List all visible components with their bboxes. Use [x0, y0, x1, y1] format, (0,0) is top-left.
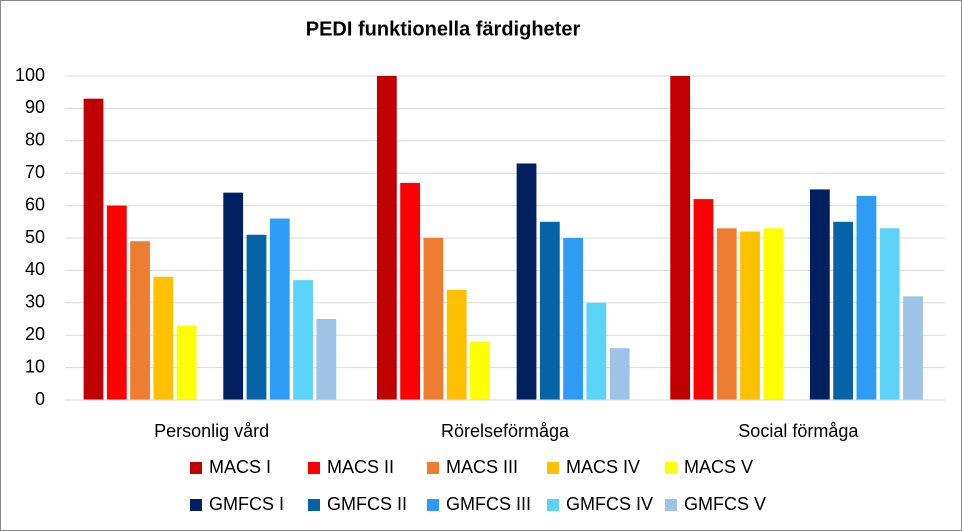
legend-swatch: [665, 462, 677, 474]
y-tick-label: 50: [25, 227, 45, 247]
bar: [833, 221, 854, 400]
bar: [693, 199, 714, 400]
y-tick-label: 20: [25, 324, 45, 344]
bar: [446, 289, 467, 400]
legend-label: MACS III: [446, 457, 518, 477]
x-tick-label: Rörelseförmåga: [441, 421, 570, 441]
legend-label: GMFCS II: [327, 494, 407, 514]
bar: [293, 280, 313, 400]
bar: [423, 238, 444, 400]
legend-label: GMFCS IV: [566, 494, 653, 514]
legend-swatch: [308, 499, 320, 511]
legend-swatch: [427, 499, 439, 511]
bar: [763, 228, 784, 400]
y-tick-label: 60: [25, 194, 45, 214]
bar: [130, 241, 150, 400]
bar: [246, 234, 267, 400]
bar: [716, 228, 737, 400]
bar: [376, 76, 397, 400]
legend-swatch: [665, 499, 677, 511]
bar: [176, 325, 197, 400]
bar: [223, 192, 244, 400]
bar: [609, 348, 630, 400]
bar: [879, 228, 900, 400]
legend-swatch: [190, 462, 202, 474]
y-tick-label: 100: [15, 65, 45, 85]
y-tick-label: 90: [25, 97, 45, 117]
bar: [83, 98, 104, 401]
y-tick-label: 10: [25, 356, 45, 376]
bar: [470, 341, 490, 400]
legend-swatch: [547, 462, 559, 474]
legend-label: MACS IV: [566, 457, 640, 477]
legend-label: GMFCS III: [446, 494, 531, 514]
y-tick-label: 70: [25, 162, 45, 182]
bar: [563, 238, 583, 400]
bar: [316, 319, 337, 400]
legend-swatch: [308, 462, 320, 474]
legend-label: GMFCS I: [209, 494, 284, 514]
bar: [539, 221, 560, 400]
x-tick-label: Social förmåga: [738, 421, 859, 441]
chart-title: PEDI funktionella färdigheter: [306, 18, 581, 40]
bar: [809, 189, 830, 400]
bar: [153, 276, 174, 400]
bar: [106, 205, 127, 400]
bar: [586, 302, 607, 400]
y-tick-label: 0: [35, 389, 45, 409]
legend-label: MACS I: [209, 457, 271, 477]
bar: [670, 76, 691, 400]
y-tick-label: 30: [25, 292, 45, 312]
x-tick-label: Personlig vård: [154, 421, 269, 441]
bar: [269, 218, 290, 400]
bar: [400, 182, 421, 400]
legend-swatch: [427, 462, 439, 474]
legend-swatch: [190, 499, 202, 511]
bar: [903, 296, 923, 400]
bar: [516, 163, 537, 400]
legend-label: GMFCS V: [684, 494, 766, 514]
legend-swatch: [547, 499, 559, 511]
legend-label: MACS V: [684, 457, 753, 477]
y-tick-label: 40: [25, 259, 45, 279]
bar: [856, 195, 877, 400]
bar: [740, 231, 760, 400]
legend-label: MACS II: [327, 457, 394, 477]
y-tick-label: 80: [25, 130, 45, 150]
